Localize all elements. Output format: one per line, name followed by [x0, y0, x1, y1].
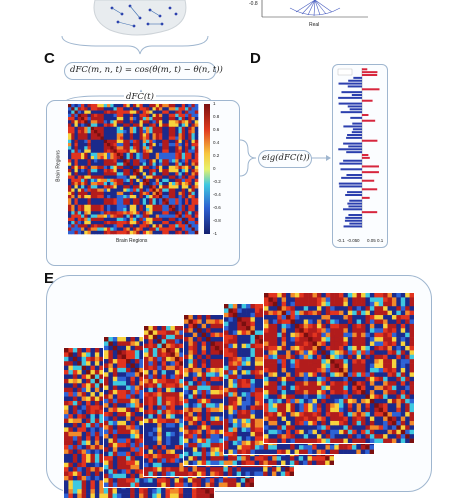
- eigenvector-bar: [341, 111, 362, 113]
- eigenvector-x-tick: -0.1: [337, 238, 345, 243]
- eigenvector-bar: [362, 188, 377, 190]
- eigenvector-bar: [362, 197, 370, 199]
- eigenvector-bar: [362, 88, 379, 90]
- eigenvector-bar: [339, 185, 362, 187]
- eigenvector-bar: [343, 160, 362, 162]
- eigenvector-bar: [349, 223, 362, 225]
- eigenvector-bar: [341, 168, 363, 170]
- eigenvector-bar: [348, 145, 362, 147]
- eigenvector-bar: [347, 203, 362, 205]
- eigenvector-x-tick: 0.05: [367, 238, 376, 243]
- eigenvector-bar: [338, 97, 362, 99]
- eigenvector-bar: [362, 154, 368, 156]
- eigenvector-bar: [353, 77, 362, 79]
- eigenvector-bar: [362, 100, 373, 102]
- eigenvector-bar: [339, 103, 362, 105]
- eigenvector-bar: [362, 180, 374, 182]
- eigenvector-bar: [341, 177, 362, 179]
- eigenvector-bar: [350, 108, 362, 110]
- eigenvector-bar: [350, 117, 362, 119]
- eigenvector-bar: [349, 200, 362, 202]
- eigenvector-bar: [345, 217, 362, 219]
- eigenvector-bar: [346, 151, 362, 153]
- eigenvector-bar: [348, 214, 362, 216]
- eigenvector-bar: [362, 140, 377, 142]
- eigenvector-bar: [362, 157, 370, 159]
- eigenvector-bar: [343, 143, 362, 145]
- eigenvector-bar: [362, 68, 367, 70]
- eigenvector-bar: [346, 174, 362, 176]
- eigenvector-bar: [339, 83, 362, 85]
- eigenvector-bar: [338, 148, 362, 150]
- eigenvector-bar: [345, 194, 362, 196]
- eigenvector-bar: [343, 208, 362, 210]
- eigenvector-bar: [362, 171, 379, 173]
- eigenvector-bar: [348, 205, 362, 207]
- eigenvector-bar: [347, 191, 362, 193]
- eigenvector-bar: [348, 80, 362, 82]
- eigenvector-x-tick: 0: [357, 238, 360, 243]
- eigenvector-bar: [362, 74, 377, 76]
- eigenvector-bar: [348, 105, 362, 107]
- eigenvector-bar: [362, 120, 375, 122]
- eigenvector-bar: [339, 163, 362, 165]
- eigenvector-bar: [362, 211, 377, 213]
- eigenvector-bar: [362, 114, 368, 116]
- eigenvector-bar: [345, 220, 362, 222]
- eigenvector-x-tick: -0.05: [347, 238, 357, 243]
- eigenvector-bar: [353, 128, 362, 130]
- eigenvector-bar: [341, 91, 362, 93]
- eigenvector-bar: [346, 137, 362, 139]
- eigenvector-bar: [347, 134, 362, 136]
- eigenvector-bar: [352, 123, 362, 125]
- stacked-dfc-matrix: [264, 293, 414, 443]
- eigenvector-x-tick: 0.1: [377, 238, 383, 243]
- eigenvector-bar: [344, 225, 362, 227]
- eigenvector-bar: [352, 131, 362, 133]
- eigenvector-bar: [343, 125, 362, 127]
- eigenvector-bar: [339, 183, 362, 185]
- eigenvector-bar: [362, 165, 379, 167]
- eigenvector-bar-chart: [336, 68, 382, 236]
- eigenvector-bar: [362, 71, 377, 73]
- eigenvector-bar: [352, 94, 362, 96]
- eigenvector-bar: [348, 85, 362, 87]
